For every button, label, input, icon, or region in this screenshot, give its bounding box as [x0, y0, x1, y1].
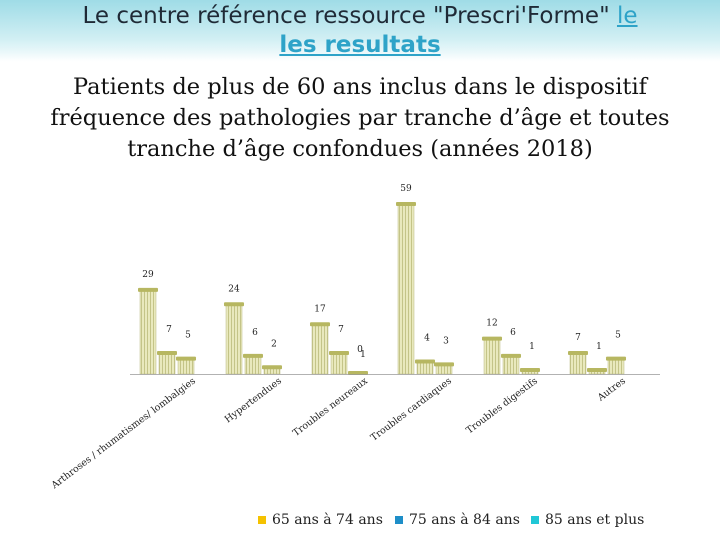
value-label-0-2: 5: [185, 331, 191, 341]
slide-title: Le centre référence ressource "Prescri'F…: [0, 2, 720, 60]
bars-layer: [138, 202, 626, 375]
bar-4-2: [520, 368, 540, 375]
bar-0-0: [138, 287, 158, 375]
bar-1-2: [262, 365, 282, 375]
category-label-2: Troubles neureaux: [291, 375, 370, 439]
value-label-1-2: 2: [271, 339, 277, 349]
title-tail: le: [616, 3, 638, 29]
legend-swatch-85-plus: [531, 516, 539, 524]
title-main: Le centre référence ressource "Prescri'F…: [82, 3, 610, 29]
value-label-2-0: 17: [314, 304, 326, 314]
subtitle-line-3: tranche d’âge confondues (années 2018): [127, 136, 593, 162]
bar-0-2: [176, 356, 196, 375]
value-label-4-2: 1: [529, 342, 535, 352]
bar-5-2: [606, 356, 626, 375]
legend-label-75-84: 75 ans à 84 ans: [409, 512, 520, 528]
bar-2-1: [329, 350, 349, 375]
category-label-5: Autres: [595, 376, 628, 405]
legend-item-65-74: 65 ans à 74 ans: [258, 512, 383, 528]
header-band: [0, 0, 720, 62]
x-axis: Arthroses / rhumatismes/ lombalgies Hyper…: [49, 374, 660, 492]
value-label-4-1: 6: [510, 328, 516, 338]
legend-label-65-74: 65 ans à 74 ans: [272, 512, 383, 528]
value-label-5-2: 5: [615, 331, 621, 341]
value-label-1-1: 6: [252, 328, 258, 338]
bar-3-2: [434, 362, 454, 375]
category-label-1: Hypertendues: [223, 376, 284, 426]
value-label-4-0: 12: [486, 319, 497, 329]
bar-2-2: [348, 371, 368, 375]
category-label-0: Arthroses / rhumatismes/ lombalgies: [49, 376, 198, 492]
bar-5-0: [568, 350, 588, 375]
bar-4-0: [482, 336, 502, 375]
value-label-5-0: 7: [575, 333, 581, 343]
value-label-0-0: 29: [142, 270, 154, 280]
subtitle-line-1: Patients de plus de 60 ans inclus dans l…: [73, 74, 647, 100]
value-label-0-1: 7: [166, 325, 172, 335]
value-label-extra: 1: [360, 350, 366, 360]
category-label-3: Troubles cardiaques: [369, 376, 454, 444]
bar-3-0: [396, 202, 416, 375]
bar-3-1: [415, 359, 435, 375]
chart-subtitle: Patients de plus de 60 ans inclus dans l…: [0, 72, 720, 165]
value-label-1-0: 24: [228, 284, 240, 294]
chart-legend: 65 ans à 74 ans 75 ans à 84 ans 85 ans e…: [0, 512, 720, 534]
bar-1-0: [224, 302, 244, 375]
legend-swatch-75-84: [395, 516, 403, 524]
legend-swatch-65-74: [258, 516, 266, 524]
value-label-3-0: 59: [400, 184, 412, 194]
value-label-3-1: 4: [424, 334, 430, 344]
legend-item-85-plus: 85 ans et plus: [531, 512, 644, 528]
value-label-2-1: 7: [338, 325, 344, 335]
category-label-4: Troubles digestifs: [464, 376, 540, 437]
value-label-5-1: 1: [596, 342, 602, 352]
bar-5-1: [587, 368, 607, 375]
value-label-3-2: 3: [443, 336, 449, 346]
bar-2-0: [310, 322, 330, 375]
value-label-2-2: 0: [357, 345, 363, 355]
bar-4-1: [501, 353, 521, 375]
legend-label-85-plus: 85 ans et plus: [545, 512, 645, 528]
title-line-1: Le centre référence ressource "Prescri'F…: [0, 2, 720, 31]
subtitle-line-2: fréquence des pathologies par tranche d’…: [50, 105, 670, 131]
value-labels: 29 24 17 59 12 7 7 6 7 4 6 1 5 2 0 3 1 5 1: [142, 184, 621, 360]
bar-1-1: [243, 353, 263, 375]
bar-0-1: [157, 350, 177, 375]
legend-item-75-84: 75 ans à 84 ans: [395, 512, 520, 528]
title-line-2: les resultats: [279, 32, 441, 58]
